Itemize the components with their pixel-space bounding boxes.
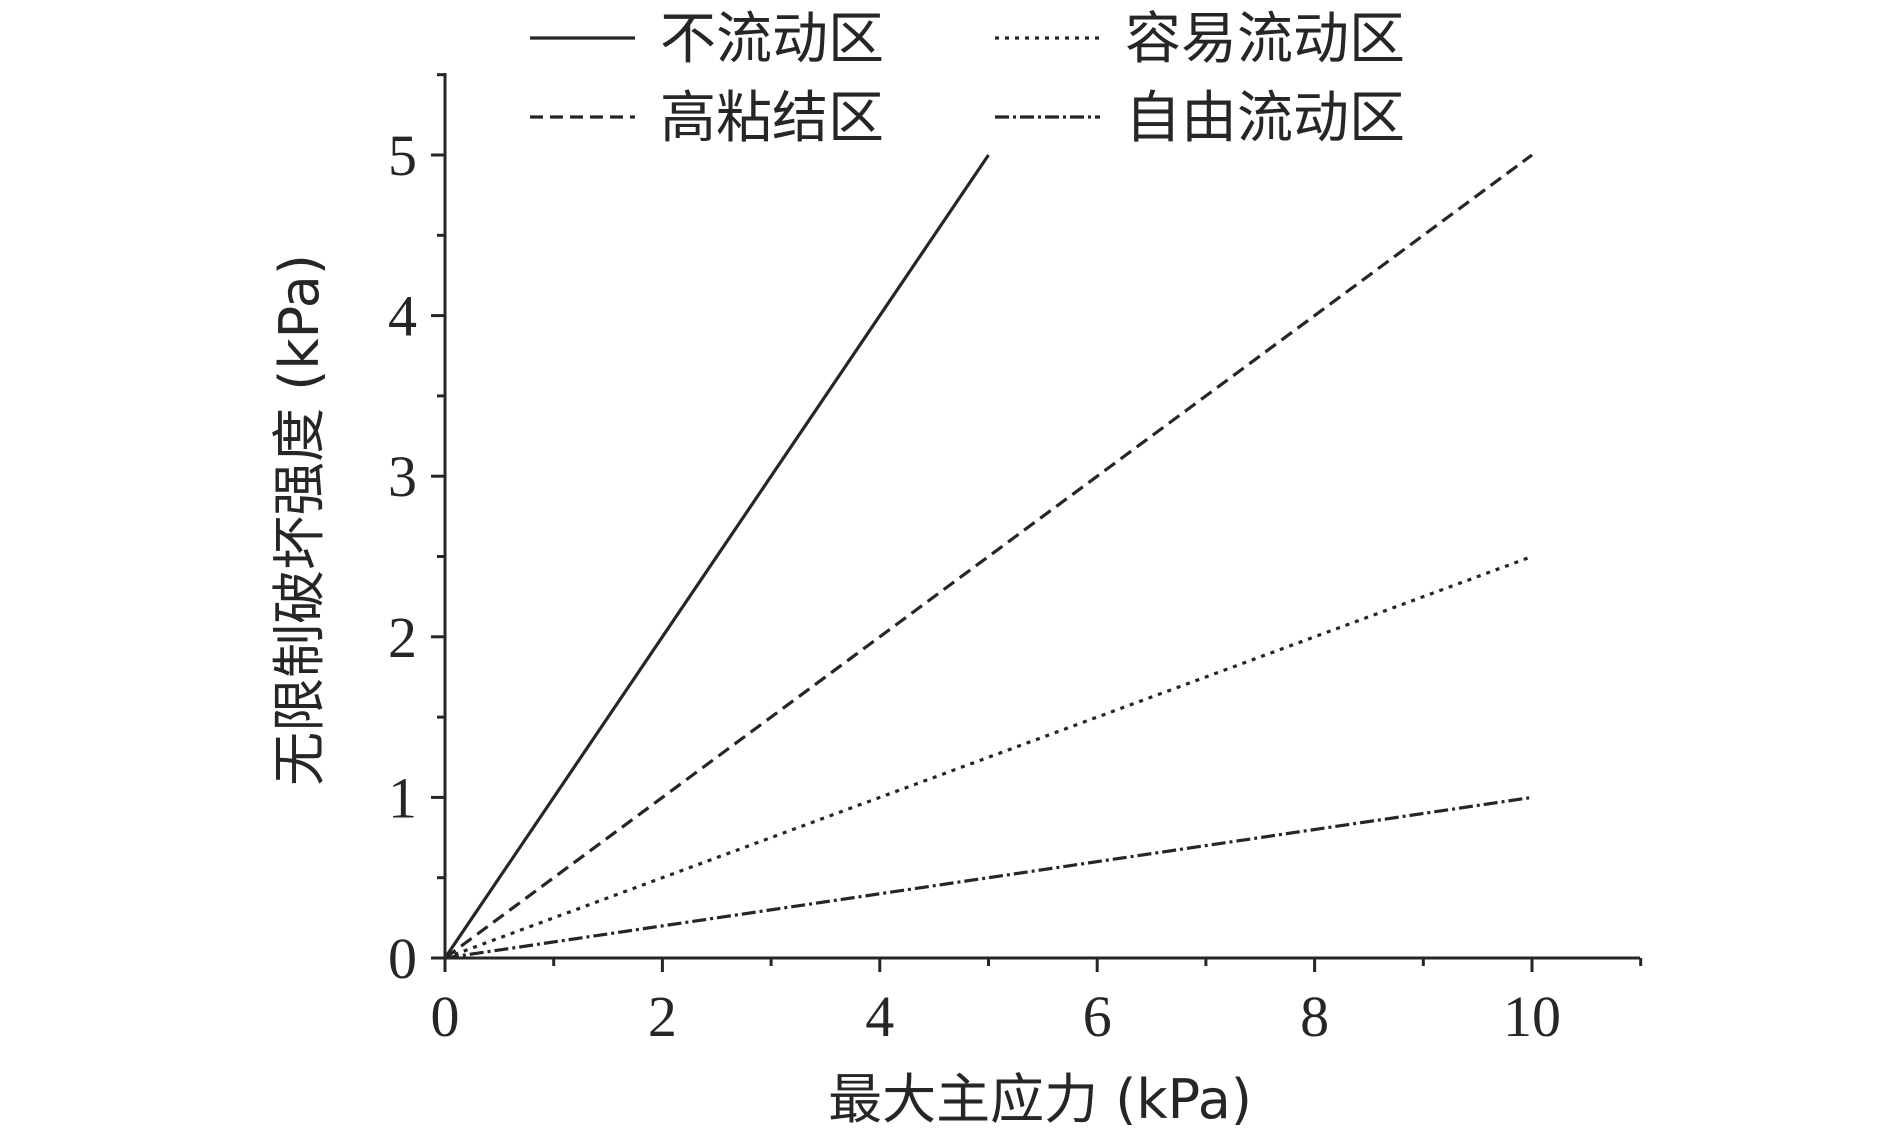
legend-label-1: 不流动区	[660, 7, 884, 72]
x-tick-label: 6	[1083, 984, 1112, 1049]
y-tick-label: 3	[388, 444, 417, 509]
y-tick-label: 1	[388, 765, 417, 830]
x-tick-label: 2	[648, 984, 677, 1049]
legend-label-2: 容易流动区	[1125, 7, 1405, 72]
series-line-4	[444, 795, 1533, 960]
y-tick-label: 4	[388, 284, 417, 349]
series-line-2	[444, 554, 1533, 960]
y-tick-label: 0	[388, 926, 417, 991]
x-axis-title: 最大主应力 (kPa)	[828, 1068, 1252, 1131]
series-line-3	[444, 153, 1533, 960]
y-axis-title: 无限制破坏强度 (kPa)	[268, 254, 331, 786]
x-tick-label: 10	[1503, 984, 1561, 1049]
ticks: 0 2 4 6 8 10 0 1 2 3 4 5	[388, 73, 1643, 1049]
series-line-1	[443, 154, 990, 959]
x-tick-label: 0	[431, 984, 460, 1049]
legend-label-4: 自由流动区	[1125, 86, 1405, 151]
legend-label-3: 高粘结区	[660, 86, 884, 151]
y-tick-label: 2	[388, 605, 417, 670]
series-layer	[443, 153, 1533, 960]
x-tick-label: 8	[1300, 984, 1329, 1049]
y-tick-label: 5	[388, 123, 417, 188]
x-tick-label: 4	[865, 984, 894, 1049]
axes	[443, 73, 1640, 960]
